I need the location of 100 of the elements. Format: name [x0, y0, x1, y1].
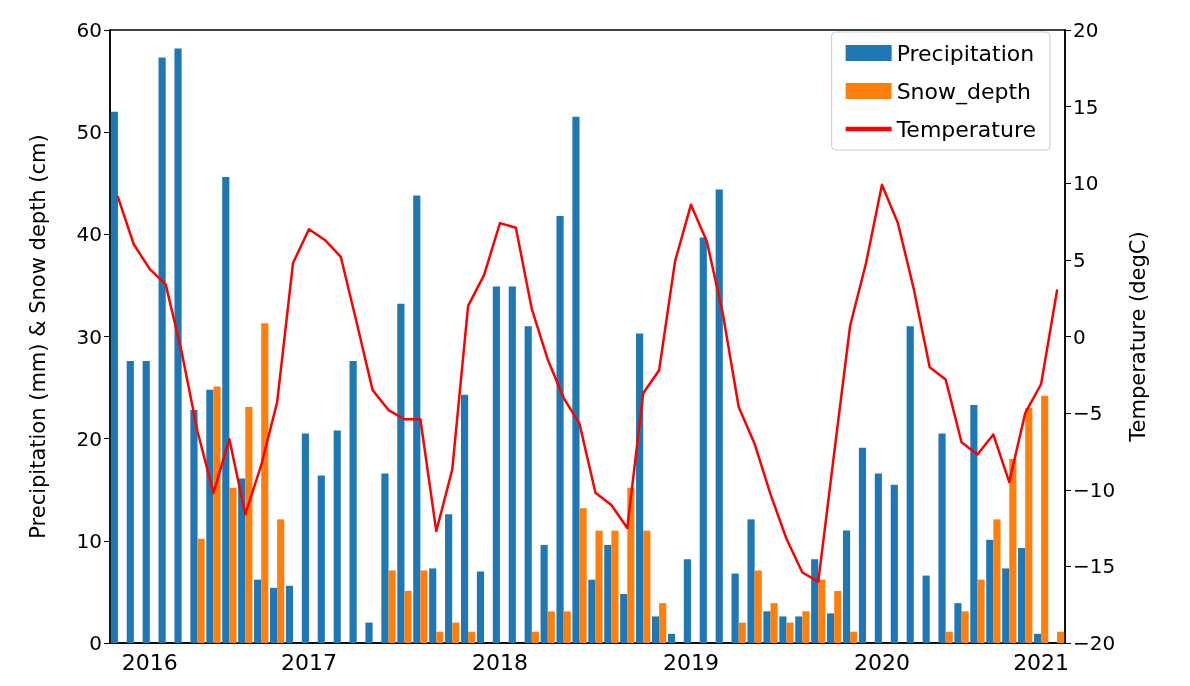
bar	[404, 590, 412, 643]
bar	[317, 475, 325, 643]
bar	[301, 433, 309, 643]
bar	[277, 519, 285, 643]
bar	[556, 215, 564, 643]
bar	[381, 473, 389, 643]
y2-tick-label: −5	[1073, 401, 1103, 426]
bar	[429, 568, 437, 643]
bar	[388, 570, 396, 643]
bar	[460, 394, 469, 643]
bar	[945, 631, 953, 643]
bar	[563, 611, 571, 643]
bar	[977, 579, 985, 643]
bar	[595, 530, 603, 643]
x-tick-label: 2020	[853, 649, 910, 675]
bar	[699, 237, 707, 643]
bar	[492, 286, 500, 643]
bar	[1002, 568, 1010, 643]
bar	[738, 622, 746, 643]
y2-tick-label: 5	[1073, 247, 1086, 272]
bar	[811, 559, 819, 643]
bar	[222, 177, 230, 643]
bar	[206, 389, 214, 643]
y-tick-label: 0	[89, 631, 102, 655]
bar	[452, 622, 460, 643]
bar	[110, 111, 118, 643]
bar	[786, 622, 794, 643]
x-tick-label: 2021	[1013, 649, 1070, 675]
bar	[126, 361, 134, 643]
bar	[954, 603, 962, 643]
bar	[213, 386, 221, 643]
bar	[993, 519, 1001, 643]
y-tick-label: 50	[76, 120, 102, 145]
legend-label: Precipitation	[896, 40, 1035, 66]
bar	[827, 613, 835, 643]
bar	[1009, 459, 1017, 643]
bar	[651, 616, 660, 643]
y2-tick-label: 15	[1073, 94, 1099, 119]
bar	[961, 611, 969, 643]
bar	[285, 585, 294, 643]
bar	[850, 631, 858, 643]
bar	[970, 404, 978, 643]
bar	[588, 579, 596, 643]
y2-axis-title: Temperature (degC)	[1125, 231, 1150, 443]
y-axis-title: Precipitation (mm) & Snow depth (cm)	[25, 134, 50, 539]
bar	[667, 633, 676, 643]
bar	[779, 616, 787, 643]
bar	[659, 603, 667, 643]
x-tick-label: 2019	[662, 649, 719, 675]
bar	[715, 189, 723, 643]
y2-tick-label: 10	[1073, 171, 1099, 196]
bar	[890, 484, 898, 643]
bar	[531, 631, 539, 643]
y-tick-label: 10	[76, 528, 102, 553]
y2-tick-label: −20	[1073, 631, 1116, 655]
bar	[547, 611, 555, 643]
y2-tick-label: −10	[1073, 477, 1116, 502]
bar	[874, 473, 882, 643]
bar	[802, 611, 810, 643]
bar	[747, 519, 755, 643]
bar	[269, 587, 278, 643]
y-tick-label: 60	[76, 18, 102, 42]
bar	[349, 361, 357, 643]
y-tick-label: 40	[76, 222, 102, 247]
bar	[643, 530, 651, 643]
bar	[906, 326, 914, 643]
bar	[579, 508, 587, 643]
bar	[1057, 631, 1065, 643]
bar	[190, 410, 198, 643]
bar	[683, 559, 691, 643]
bar	[818, 579, 826, 643]
legend-label: Temperature	[895, 116, 1036, 142]
bar	[1041, 395, 1049, 643]
y2-tick-label: −15	[1073, 554, 1116, 579]
bar	[620, 593, 628, 643]
bar	[436, 631, 444, 643]
bar	[413, 195, 421, 643]
bar	[238, 478, 246, 643]
bar	[174, 48, 182, 643]
bar	[197, 538, 205, 643]
bar	[770, 603, 778, 643]
bar	[986, 539, 994, 643]
bar	[572, 116, 580, 643]
bar	[524, 326, 532, 643]
bar	[754, 570, 762, 643]
x-tick-label: 2018	[471, 649, 528, 675]
bar	[365, 622, 373, 643]
bar	[763, 611, 771, 643]
bar	[604, 544, 612, 643]
bar	[611, 530, 619, 643]
bar	[468, 631, 476, 643]
bar	[842, 530, 851, 643]
bar	[508, 286, 516, 643]
bar	[795, 616, 803, 643]
line-series	[116, 183, 1059, 583]
bar	[245, 407, 253, 643]
bar	[1018, 547, 1026, 643]
bar	[1033, 633, 1042, 643]
y-tick-label: 30	[76, 324, 102, 349]
bar	[636, 333, 644, 643]
